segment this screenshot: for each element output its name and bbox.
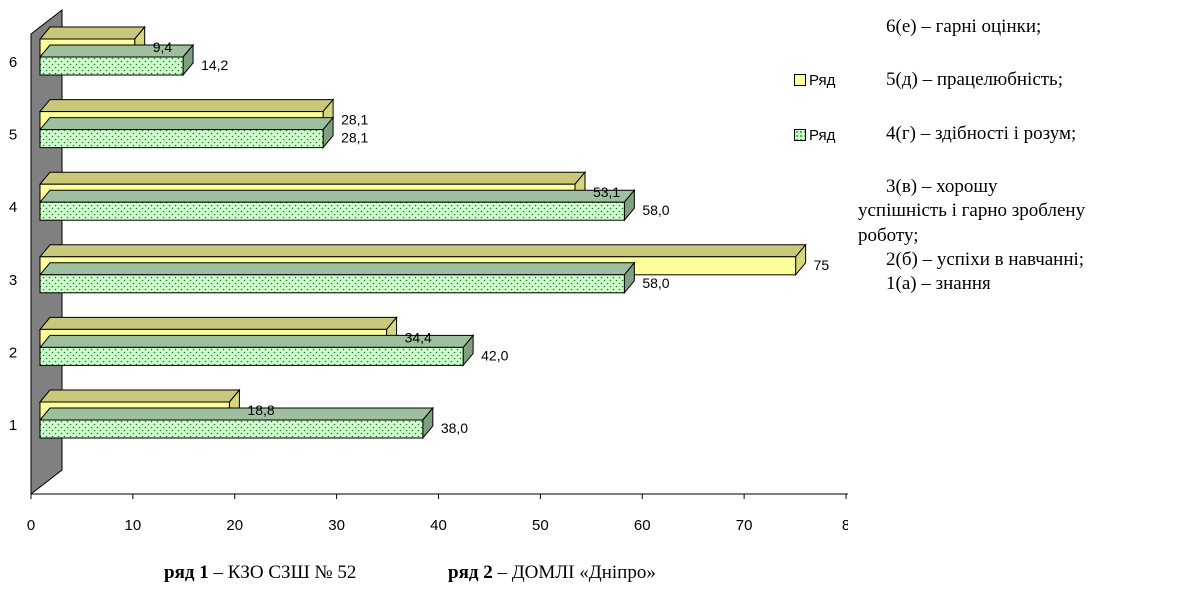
bar-series-2-cat-2: [38, 334, 475, 367]
note-3-line-2: успішність і гарно зроблену: [858, 200, 1086, 222]
legend-item-series-1: Ряд: [794, 72, 846, 89]
note-2: 2(б) – успіхи в навчанні;: [886, 248, 1085, 270]
x-tick-label-40: 40: [430, 517, 447, 534]
x-tick-label-8: 8: [842, 517, 848, 534]
x-tick-label-30: 30: [328, 517, 345, 534]
category-label-3: 3: [9, 272, 17, 289]
note-3: 3(в) – хорошу: [886, 175, 998, 197]
bar-chart: 18,8 38,0 34,4 42,0 75 58,0 53,1 58,0 28,1 28,1 9,…: [9, 8, 848, 534]
category-label-4: 4: [9, 199, 17, 216]
note-1: 1(а) – знання: [886, 273, 991, 295]
data-label-series-1-cat-2: 34,4: [405, 329, 432, 345]
data-label-series-1-cat-3: 75: [814, 257, 830, 273]
note-6: 6(е) – гарні оцінки;: [886, 16, 1042, 37]
data-label-series-2-cat-6: 14,2: [201, 57, 228, 73]
x-tick-label-10: 10: [125, 517, 142, 534]
footer-series-2: ряд 2 – ДОМЛІ «Дніпро»: [448, 562, 656, 584]
bar-series-2-cat-3: [38, 261, 636, 295]
legend-label-series-2: Ряд: [809, 127, 836, 144]
category-label-5: 5: [9, 127, 17, 144]
category-notes: 6(е) – гарні оцінки; 5(д) – працелюбніст…: [858, 15, 1194, 297]
bar-series-2-cat-1: [38, 406, 434, 440]
x-tick-label-50: 50: [532, 517, 549, 534]
footer-series-1: ряд 1 – КЗО СЗШ № 52: [164, 562, 356, 584]
legend-swatch-series-1: [794, 74, 806, 86]
note-4: 4(г) – здібності і розум;: [886, 122, 1077, 144]
note-3-line-3: роботу;: [858, 224, 919, 246]
data-label-series-1-cat-1: 18,8: [247, 402, 274, 418]
footer-series-2-desc: – ДОМЛІ «Дніпро»: [492, 562, 656, 583]
footer-series-1-key: ряд 1: [164, 562, 209, 583]
data-label-series-2-cat-5: 28,1: [341, 130, 368, 146]
x-tick-label-0: 0: [27, 517, 35, 534]
data-label-series-2-cat-3: 58,0: [642, 275, 669, 291]
x-tick-label-20: 20: [226, 517, 243, 534]
category-label-2: 2: [9, 344, 17, 361]
data-label-series-1-cat-4: 53,1: [593, 184, 620, 200]
category-label-1: 1: [9, 417, 17, 434]
data-label-series-2-cat-2: 42,0: [481, 347, 508, 363]
category-label-6: 6: [9, 54, 17, 71]
footer-series-2-key: ряд 2: [448, 562, 493, 583]
legend-item-series-2: Ряд: [794, 127, 846, 144]
x-tick-label-60: 60: [634, 517, 651, 534]
legend-label-series-1: Ряд: [809, 72, 836, 89]
bar-series-2-cat-4: [38, 188, 636, 222]
data-label-series-1-cat-5: 28,1: [341, 112, 368, 128]
legend-swatch-series-2: [794, 129, 806, 141]
footer-series-1-desc: – КЗО СЗШ № 52: [208, 562, 357, 583]
bar-series-2-cat-5: [38, 116, 335, 149]
x-tick-label-70: 70: [736, 517, 753, 534]
note-5: 5(д) – працелюбність;: [886, 69, 1063, 91]
data-label-series-2-cat-1: 38,0: [441, 420, 468, 436]
bar-series-2-cat-6: [38, 43, 195, 77]
data-label-series-2-cat-4: 58,0: [642, 202, 669, 218]
data-label-series-1-cat-6: 9,4: [153, 39, 173, 55]
